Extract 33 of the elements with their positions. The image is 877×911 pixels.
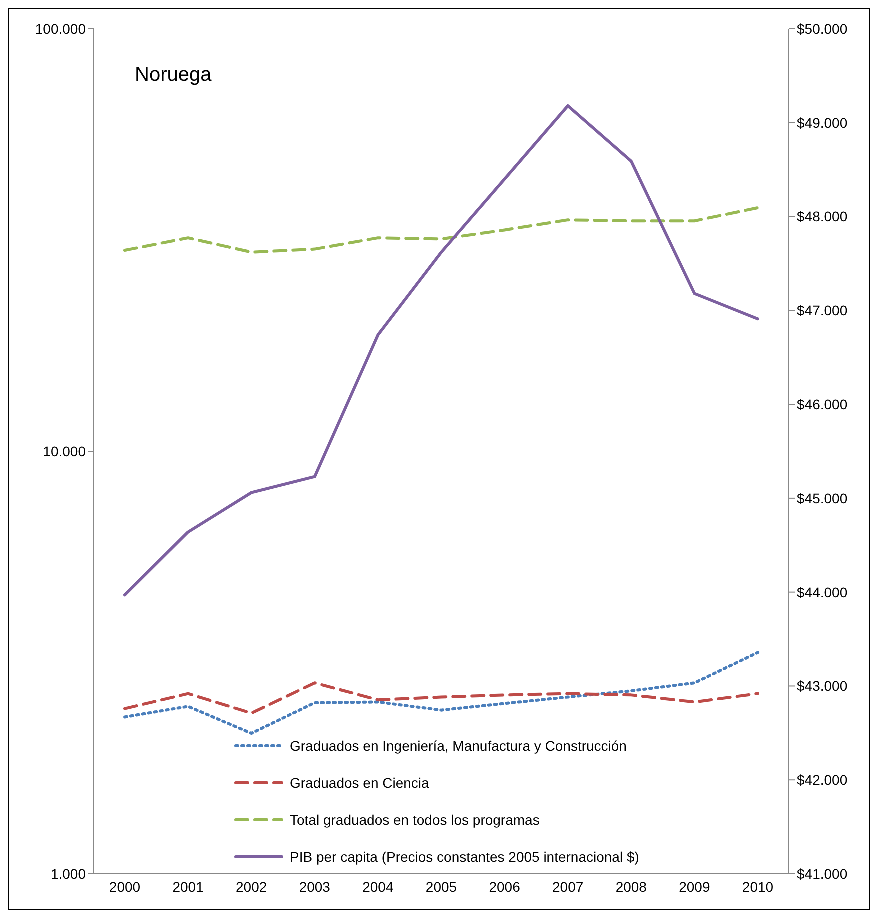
y-tick-label: 10.000 bbox=[43, 443, 86, 460]
y2-tick-label: $47.000 bbox=[797, 302, 848, 319]
y2-tick-label: $46.000 bbox=[797, 396, 848, 413]
y2-tick-label: $42.000 bbox=[797, 772, 848, 788]
y2-tick-label: $45.000 bbox=[797, 490, 848, 506]
y2-tick-label: $49.000 bbox=[797, 114, 848, 131]
x-tick-label: 2008 bbox=[616, 878, 648, 895]
y2-tick-label: $50.000 bbox=[797, 20, 848, 37]
x-tick-label: 2006 bbox=[489, 878, 521, 895]
y2-tick-label: $43.000 bbox=[797, 678, 848, 694]
x-tick-label: 2004 bbox=[362, 878, 394, 895]
x-tick-label: 2005 bbox=[426, 878, 458, 895]
x-tick-label: 2001 bbox=[172, 878, 204, 895]
x-tick-label: 2009 bbox=[679, 878, 710, 895]
line-series bbox=[124, 206, 760, 254]
y-tick-label: 1.000 bbox=[50, 866, 86, 882]
x-tick-label: 2003 bbox=[299, 878, 331, 895]
line-series bbox=[124, 682, 760, 715]
legend-label: PIB per capita (Precios constantes 2005 internacional $) bbox=[290, 848, 640, 864]
x-tick-label: 2000 bbox=[109, 878, 141, 895]
x-tick-label: 2007 bbox=[552, 878, 584, 895]
y2-tick-label: $41.000 bbox=[797, 866, 848, 882]
line-series bbox=[124, 104, 760, 597]
x-tick-label: 2010 bbox=[742, 878, 774, 895]
line-series bbox=[124, 651, 760, 736]
text: Noruega bbox=[135, 64, 212, 87]
y2-tick-label: $44.000 bbox=[797, 584, 848, 600]
y2-tick-label: $48.000 bbox=[797, 208, 848, 225]
legend-label: Graduados en Ingeniería, Manufactura y Construcción bbox=[290, 738, 627, 754]
x-tick-label: 2002 bbox=[236, 878, 268, 895]
legend-label: Graduados en Ciencia bbox=[290, 774, 430, 790]
legend-label: Total graduados en todos los programas bbox=[290, 812, 540, 828]
y-tick-label: 100.000 bbox=[35, 20, 86, 37]
